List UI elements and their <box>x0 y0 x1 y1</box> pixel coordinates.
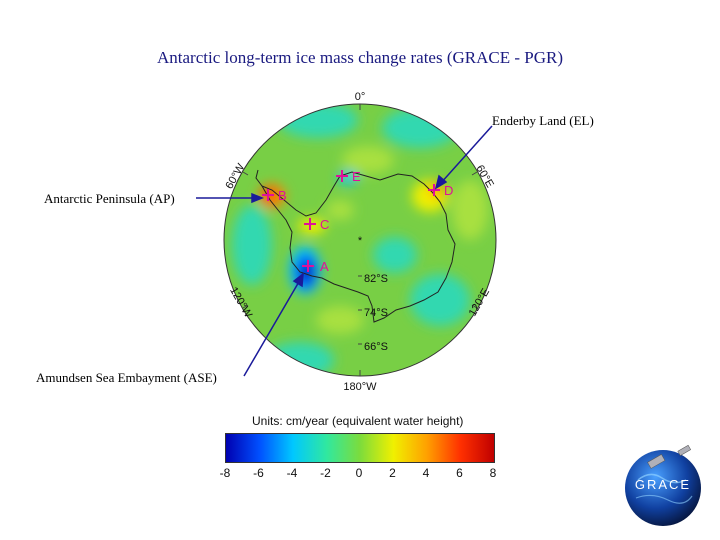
graticule <box>242 104 478 376</box>
colorbar-tick-label: -6 <box>253 466 264 480</box>
leader-line-amundsen <box>243 272 304 377</box>
grace-logo: GRACE <box>625 444 701 526</box>
colorbar-tick-label: 2 <box>389 466 396 480</box>
colorbar-tick-label: 6 <box>456 466 463 480</box>
site-label-a: A <box>320 259 329 274</box>
site-label-e: E <box>352 169 361 184</box>
lon-label-180w: 180°W <box>343 381 377 393</box>
callout-enderby-land: Enderby Land (EL) <box>492 113 594 128</box>
callout-antarctic-peninsula: Antarctic Peninsula (AP) <box>44 191 175 206</box>
site-label-d: D <box>444 183 453 198</box>
lon-label-0: 0° <box>355 91 366 103</box>
site-label-b: B <box>278 188 287 203</box>
lat-label-82s: 82°S <box>364 273 388 285</box>
grace-logo-text: GRACE <box>635 477 691 492</box>
colorbar-tick-label: 0 <box>355 466 363 480</box>
colorbar-units-label: Units: cm/year (equivalent water height) <box>252 414 464 428</box>
colorbar-tick-label: -2 <box>320 466 331 480</box>
lat-label-74s: 74°S <box>364 307 388 319</box>
leader-line-peninsula <box>196 192 265 204</box>
colorbar-tick-label: -4 <box>286 466 298 480</box>
site-markers <box>262 170 440 272</box>
colorbar-tick-label: 8 <box>489 466 497 480</box>
colorbar-tick-label: -8 <box>219 466 231 480</box>
colorbar <box>225 433 495 463</box>
site-label-c: C <box>320 217 329 232</box>
colorbar-tick-label: 4 <box>422 466 430 480</box>
leader-line-enderby <box>434 125 493 190</box>
lat-label-66s: 66°S <box>364 341 388 353</box>
map-title: Antarctic long-term ice mass change rate… <box>157 48 563 67</box>
antarctica-coastline <box>255 169 456 323</box>
callout-amundsen-sea: Amundsen Sea Embayment (ASE) <box>36 370 217 385</box>
south-pole-marker: * <box>358 235 363 247</box>
